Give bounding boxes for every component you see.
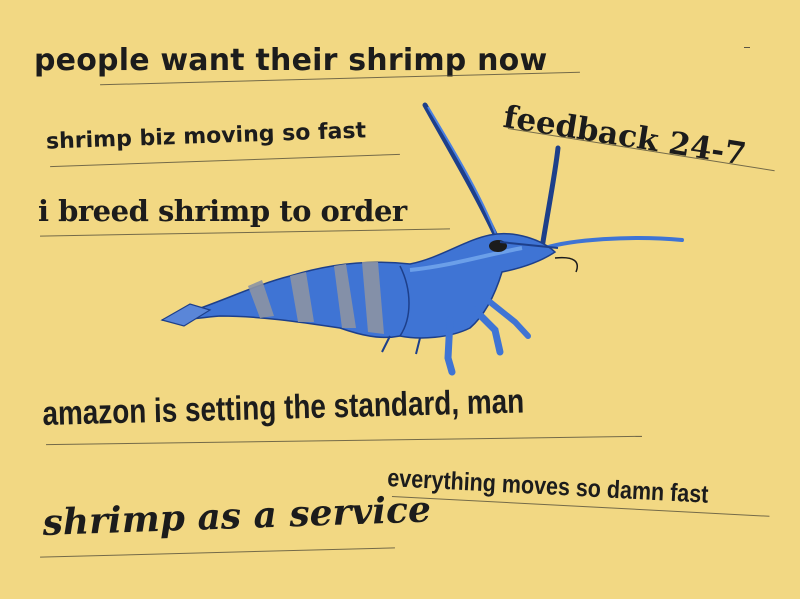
phrase-breed-to-order: i breed shrimp to order	[38, 194, 407, 228]
phrase-everything-fast: everything moves so damn fast	[386, 464, 710, 509]
phrase-amazon-standard: amazon is setting the standard, man	[41, 382, 525, 433]
underline-5	[46, 435, 642, 446]
underline-7	[40, 547, 395, 558]
stray-mark	[744, 47, 750, 48]
blue-shrimp-illustration	[160, 102, 684, 376]
phrase-people-want-shrimp: people want their shrimp now	[34, 43, 548, 78]
phrase-shrimp-as-a-service: shrimp as a service	[41, 488, 432, 544]
